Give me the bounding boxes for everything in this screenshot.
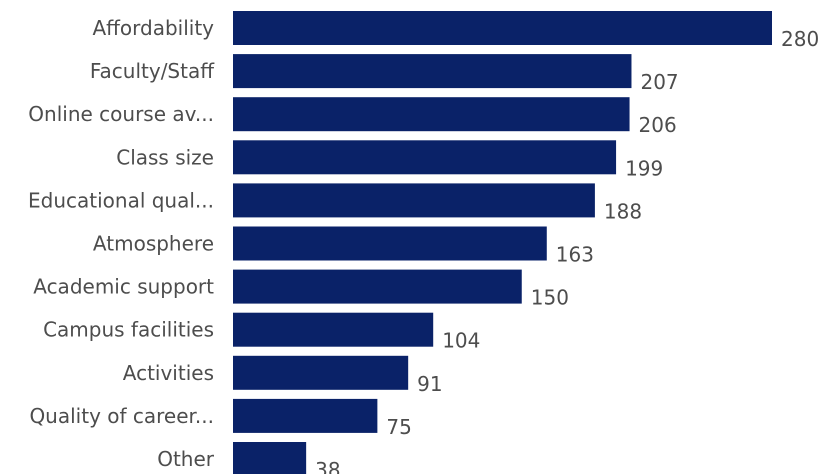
- value-label: 280: [781, 27, 819, 51]
- bar: [233, 442, 307, 474]
- value-label: 163: [556, 243, 594, 267]
- category-label: Faculty/Staff: [90, 59, 215, 83]
- value-label: 38: [315, 458, 340, 474]
- category-label: Educational qual...: [28, 188, 214, 212]
- bar: [233, 11, 772, 45]
- category-label: Class size: [116, 145, 214, 169]
- value-label: 206: [639, 113, 677, 137]
- value-label: 199: [625, 156, 663, 180]
- bar: [233, 312, 434, 347]
- category-label: Campus facilities: [43, 318, 214, 342]
- value-label: 104: [442, 329, 480, 353]
- bar: [233, 140, 617, 175]
- category-label: Academic support: [33, 275, 214, 299]
- value-label: 207: [640, 70, 678, 94]
- category-label: Affordability: [92, 16, 214, 40]
- value-label: 150: [531, 286, 569, 310]
- bar: [233, 398, 378, 433]
- value-label: 188: [604, 199, 642, 223]
- value-label: 75: [386, 415, 411, 439]
- category-label: Quality of career...: [29, 404, 214, 428]
- category-label: Atmosphere: [93, 232, 214, 256]
- category-label: Activities: [123, 361, 214, 385]
- category-label: Other: [157, 447, 215, 471]
- value-label: 91: [417, 372, 442, 396]
- bar: [233, 183, 595, 218]
- bar: [233, 54, 632, 89]
- category-label: Online course av...: [28, 102, 214, 126]
- bar: [233, 97, 630, 132]
- bar: [233, 269, 522, 304]
- bar: [233, 226, 547, 261]
- bar: [233, 355, 409, 390]
